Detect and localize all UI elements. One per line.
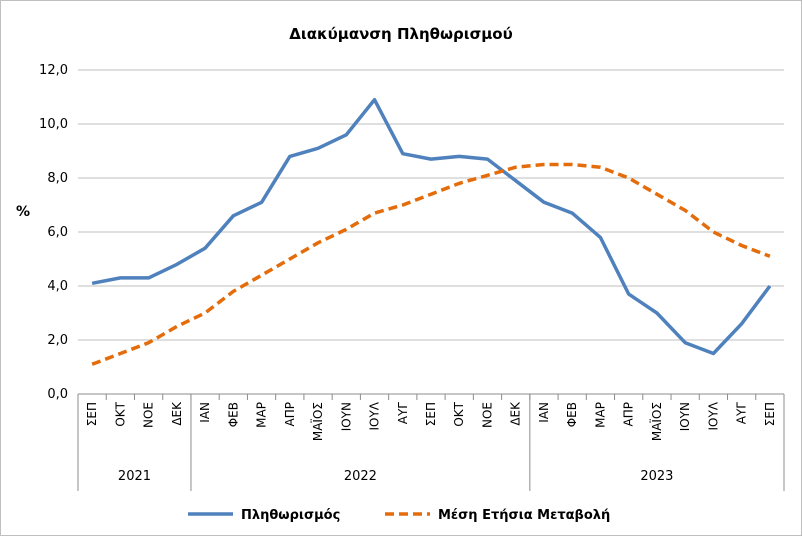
x-tick-label: ΝΟΕ: [142, 402, 156, 428]
x-tick-label: ΔΕΚ: [509, 401, 523, 426]
chart-title: Διακύμανση Πληθωρισμού: [289, 25, 513, 43]
year-label: 2023: [640, 469, 673, 484]
x-tick-label: ΙΑΝ: [537, 402, 551, 423]
y-tick-label: 6,0: [47, 225, 68, 240]
y-tick-label: 10,0: [39, 117, 68, 132]
year-label: 2021: [118, 469, 151, 484]
x-tick-label: ΑΠΡ: [283, 402, 297, 426]
x-tick-label: ΙΑΝ: [198, 402, 212, 423]
x-tick-label: ΜΑΪΟΣ: [310, 402, 325, 441]
y-tick-label: 12,0: [39, 63, 68, 78]
x-tick-label: ΙΟΥΛ: [706, 401, 720, 430]
x-tick-label: ΣΕΠ: [424, 402, 438, 426]
y-tick-label: 2,0: [47, 333, 68, 348]
x-tick-label: ΦΕΒ: [565, 402, 579, 427]
x-tick-label: ΟΚΤ: [452, 401, 466, 426]
y-axis-label: %: [16, 204, 30, 220]
series-lines: [91, 97, 772, 366]
x-tick-label: ΦΕΒ: [226, 402, 240, 427]
x-tick-label: ΑΠΡ: [622, 402, 636, 426]
x-tick-label: ΔΕΚ: [170, 401, 184, 426]
x-tick-label: ΑΥΓ: [735, 402, 749, 425]
gridlines: [78, 69, 784, 395]
y-axis-ticks: 0,0 2,0 4,0 6,0 8,0 10,0 12,0: [39, 63, 68, 402]
x-tick-label: ΜΑΪΟΣ: [649, 402, 664, 441]
x-tick-label: ΟΚΤ: [113, 401, 127, 426]
year-label: 2022: [344, 469, 377, 484]
x-tick-label: ΑΥΓ: [396, 402, 410, 425]
legend-label: Μέση Ετήσια Μεταβολή: [438, 508, 610, 523]
y-tick-label: 4,0: [47, 279, 68, 294]
legend: Πληθωρισμός Μέση Ετήσια Μεταβολή: [188, 508, 610, 523]
x-axis: ΣΕΠ ΟΚΤ ΝΟΕ ΔΕΚ ΙΑΝ ΦΕΒ ΜΑΡ ΑΠΡ ΜΑΪΟΣ ΙΟΥΝ ΙΟΥΛ ΑΥΓ…: [77, 393, 785, 491]
legend-label: Πληθωρισμός: [241, 508, 340, 523]
x-tick-label: ΙΟΥΝ: [678, 402, 692, 431]
y-tick-label: 0,0: [47, 387, 68, 402]
x-tick-label: ΜΑΡ: [593, 402, 607, 428]
x-tick-label: ΜΑΡ: [255, 402, 269, 428]
x-tick-label: ΣΕΠ: [763, 402, 777, 426]
x-tick-label: ΙΟΥΝ: [339, 402, 353, 431]
series-line-inflation: [91, 97, 772, 356]
x-tick-label: ΙΟΥΛ: [368, 401, 382, 430]
x-tick-label: ΝΟΕ: [480, 402, 494, 428]
x-tick-label: ΣΕΠ: [85, 402, 99, 426]
series-line-average-annual-change: [91, 162, 771, 366]
y-tick-label: 8,0: [47, 171, 68, 186]
